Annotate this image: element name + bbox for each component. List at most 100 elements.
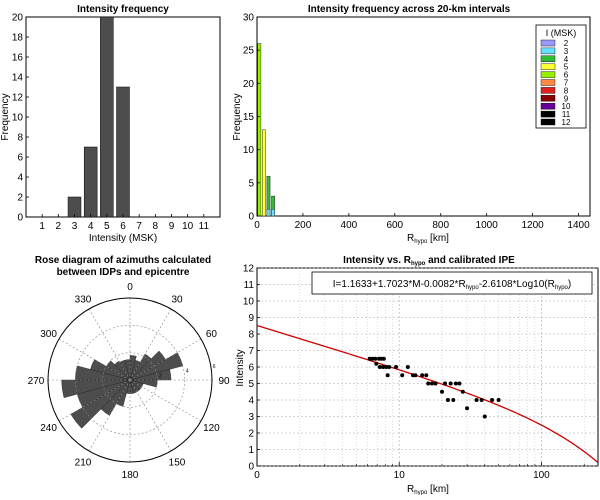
- p2-bar: [266, 209, 271, 217]
- p4-point: [474, 398, 479, 402]
- p3-ring: [75, 325, 185, 435]
- p2-legend-label: 7: [564, 79, 569, 88]
- p4-xlabel: Rhypo [km]: [407, 484, 449, 495]
- p4-point: [465, 406, 470, 411]
- p4-point: [385, 373, 390, 378]
- p1-bar: [116, 86, 130, 218]
- p2-legend-label: 4: [564, 55, 569, 64]
- p1-xtick-label: 8: [153, 221, 159, 232]
- p3-angle-label: 60: [206, 329, 218, 340]
- p4-point: [394, 365, 399, 369]
- p4-point: [457, 381, 462, 386]
- p4-ipe-curve: [256, 324, 599, 464]
- p1-xlabel: Intensity (MSK): [89, 233, 157, 244]
- p1-ytick-label: 12: [12, 93, 24, 104]
- p2-xtick-label: 0: [254, 220, 260, 231]
- p2-legend-swatch: [540, 79, 556, 86]
- p2-legend-title: I (MSK): [546, 28, 577, 38]
- p4-xorigin-label: 0: [254, 470, 260, 481]
- p1-xtick-label: 2: [56, 221, 62, 232]
- p1-xtick-label: 10: [182, 221, 194, 232]
- p4-ytick-label: 2: [248, 429, 254, 440]
- p2-legend-label: 11: [562, 110, 571, 119]
- p4-point: [426, 381, 431, 386]
- p3-angle-label: 330: [75, 295, 92, 306]
- p3-angle-label: 270: [28, 376, 45, 387]
- p4-ytick-label: 11: [244, 280, 255, 291]
- p2-legend-swatch: [540, 95, 556, 102]
- p4-eq-part2: -2.6108*Log10(R: [479, 279, 555, 290]
- p2-ytick-label: 25: [243, 46, 255, 57]
- p3-spoke: [88, 379, 131, 452]
- p4-xlabel-unit: [km]: [427, 484, 449, 495]
- p4-point: [384, 365, 389, 369]
- p3-angle-label: 300: [40, 329, 57, 340]
- p4-ytick-label: 10: [243, 297, 255, 308]
- p3-radial-label: 2: [159, 373, 162, 379]
- p2-ytick-label: 15: [243, 112, 255, 123]
- p2-legend-label: 5: [564, 63, 569, 72]
- p4-ytick-label: 8: [248, 330, 254, 341]
- p3-spoke: [129, 379, 202, 422]
- p4-eq-part3: ): [568, 279, 571, 290]
- p4-point: [448, 381, 453, 386]
- p2-legend-label: 3: [564, 47, 569, 56]
- p4-ytick-label: 0: [248, 462, 254, 473]
- p4-point: [479, 398, 484, 402]
- p3-angle-label: 0: [127, 282, 133, 293]
- p1-xtick-label: 1: [39, 221, 45, 232]
- p2-xlabel-sub: hypo: [414, 239, 428, 245]
- p2-bar: [262, 129, 266, 217]
- p4-point: [482, 414, 487, 419]
- p4-point: [400, 373, 405, 378]
- p1-ytick-label: 10: [12, 113, 24, 124]
- p3-angle-label: 120: [203, 423, 220, 434]
- panel-distance-frequency: Intensity frequency across 20-km interva…: [232, 4, 591, 245]
- panel-intensity-frequency: Intensity frequency 1 2 3 4 5 6 7 8 9 10 110246810…: [0, 4, 221, 244]
- p1-xtick-label: 5: [104, 221, 110, 232]
- p2-xtick-label: 1200: [521, 220, 544, 231]
- p4-ytick-label: 6: [248, 363, 254, 374]
- p2-legend-swatch: [540, 110, 556, 118]
- p1-title: Intensity frequency: [77, 4, 169, 15]
- p2-title: Intensity frequency across 20-km interva…: [308, 4, 511, 15]
- p3-radial-label: 4: [186, 369, 189, 375]
- p4-equation: I=1.1633+1.7023*M-0.0082*Rhypo-2.6108*Lo…: [333, 279, 571, 291]
- p2-axes-box: [256, 16, 591, 217]
- p4-point: [440, 389, 445, 394]
- p2-xlabel-unit: [km]: [427, 233, 449, 244]
- p4-ytick-label: 3: [248, 412, 254, 423]
- p4-ytick-label: 9: [248, 313, 254, 324]
- p3-spoke: [58, 338, 131, 381]
- p4-point: [374, 361, 379, 366]
- p4-title-tail: and calibrated IPE: [425, 255, 515, 266]
- p2-xtick-label: 200: [295, 220, 312, 231]
- p2-legend-label: 6: [564, 71, 569, 80]
- p1-xtick-label: 9: [169, 221, 175, 232]
- p3-angle-label: 180: [122, 470, 139, 481]
- p1-ytick-label: 14: [12, 73, 24, 84]
- p1-ytick-label: 0: [17, 213, 23, 224]
- p4-ylabel: Intensity: [235, 349, 246, 386]
- p4-point: [490, 398, 495, 402]
- panel-intensity-vs-distance: Intensity vs. Rhypo and calibrated IPE 1…: [235, 255, 599, 496]
- p4-point: [381, 356, 386, 361]
- p2-xtick-label: 600: [386, 220, 403, 231]
- p1-ytick-label: 16: [12, 53, 24, 64]
- p1-ytick-label: 18: [12, 33, 24, 44]
- p2-xtick-label: 1000: [476, 220, 499, 231]
- p4-point: [429, 381, 434, 386]
- p3-title-line2: between IDPs and epicentre: [57, 267, 190, 278]
- p2-ytick-label: 20: [243, 79, 255, 90]
- p4-point: [405, 365, 410, 369]
- p4-point: [381, 365, 386, 369]
- p2-xlabel-r: R: [407, 233, 414, 244]
- p2-legend-swatch: [540, 71, 556, 78]
- p1-ytick-label: 2: [17, 193, 23, 204]
- p1-ylabel: Frequency: [0, 93, 11, 140]
- p4-point: [420, 373, 425, 378]
- p1-xtick-label: 11: [199, 221, 210, 232]
